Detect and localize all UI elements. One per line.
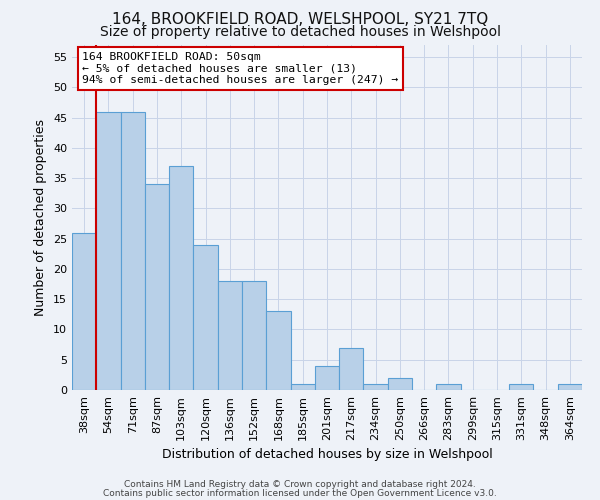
Bar [290,384,315,390]
Text: Contains HM Land Registry data © Crown copyright and database right 2024.: Contains HM Land Registry data © Crown c… [124,480,476,489]
Bar [509,384,533,390]
Bar [121,112,145,390]
Text: 164 BROOKFIELD ROAD: 50sqm
← 5% of detached houses are smaller (13)
94% of semi-: 164 BROOKFIELD ROAD: 50sqm ← 5% of detac… [82,52,398,85]
Bar [436,384,461,390]
Bar [72,232,96,390]
Bar [242,281,266,390]
X-axis label: Distribution of detached houses by size in Welshpool: Distribution of detached houses by size … [161,448,493,462]
Bar [364,384,388,390]
Text: 164, BROOKFIELD ROAD, WELSHPOOL, SY21 7TQ: 164, BROOKFIELD ROAD, WELSHPOOL, SY21 7T… [112,12,488,28]
Bar [193,244,218,390]
Bar [218,281,242,390]
Y-axis label: Number of detached properties: Number of detached properties [34,119,47,316]
Bar [339,348,364,390]
Bar [145,184,169,390]
Bar [315,366,339,390]
Text: Size of property relative to detached houses in Welshpool: Size of property relative to detached ho… [100,25,500,39]
Bar [266,312,290,390]
Bar [96,112,121,390]
Bar [558,384,582,390]
Bar [388,378,412,390]
Text: Contains public sector information licensed under the Open Government Licence v3: Contains public sector information licen… [103,488,497,498]
Bar [169,166,193,390]
